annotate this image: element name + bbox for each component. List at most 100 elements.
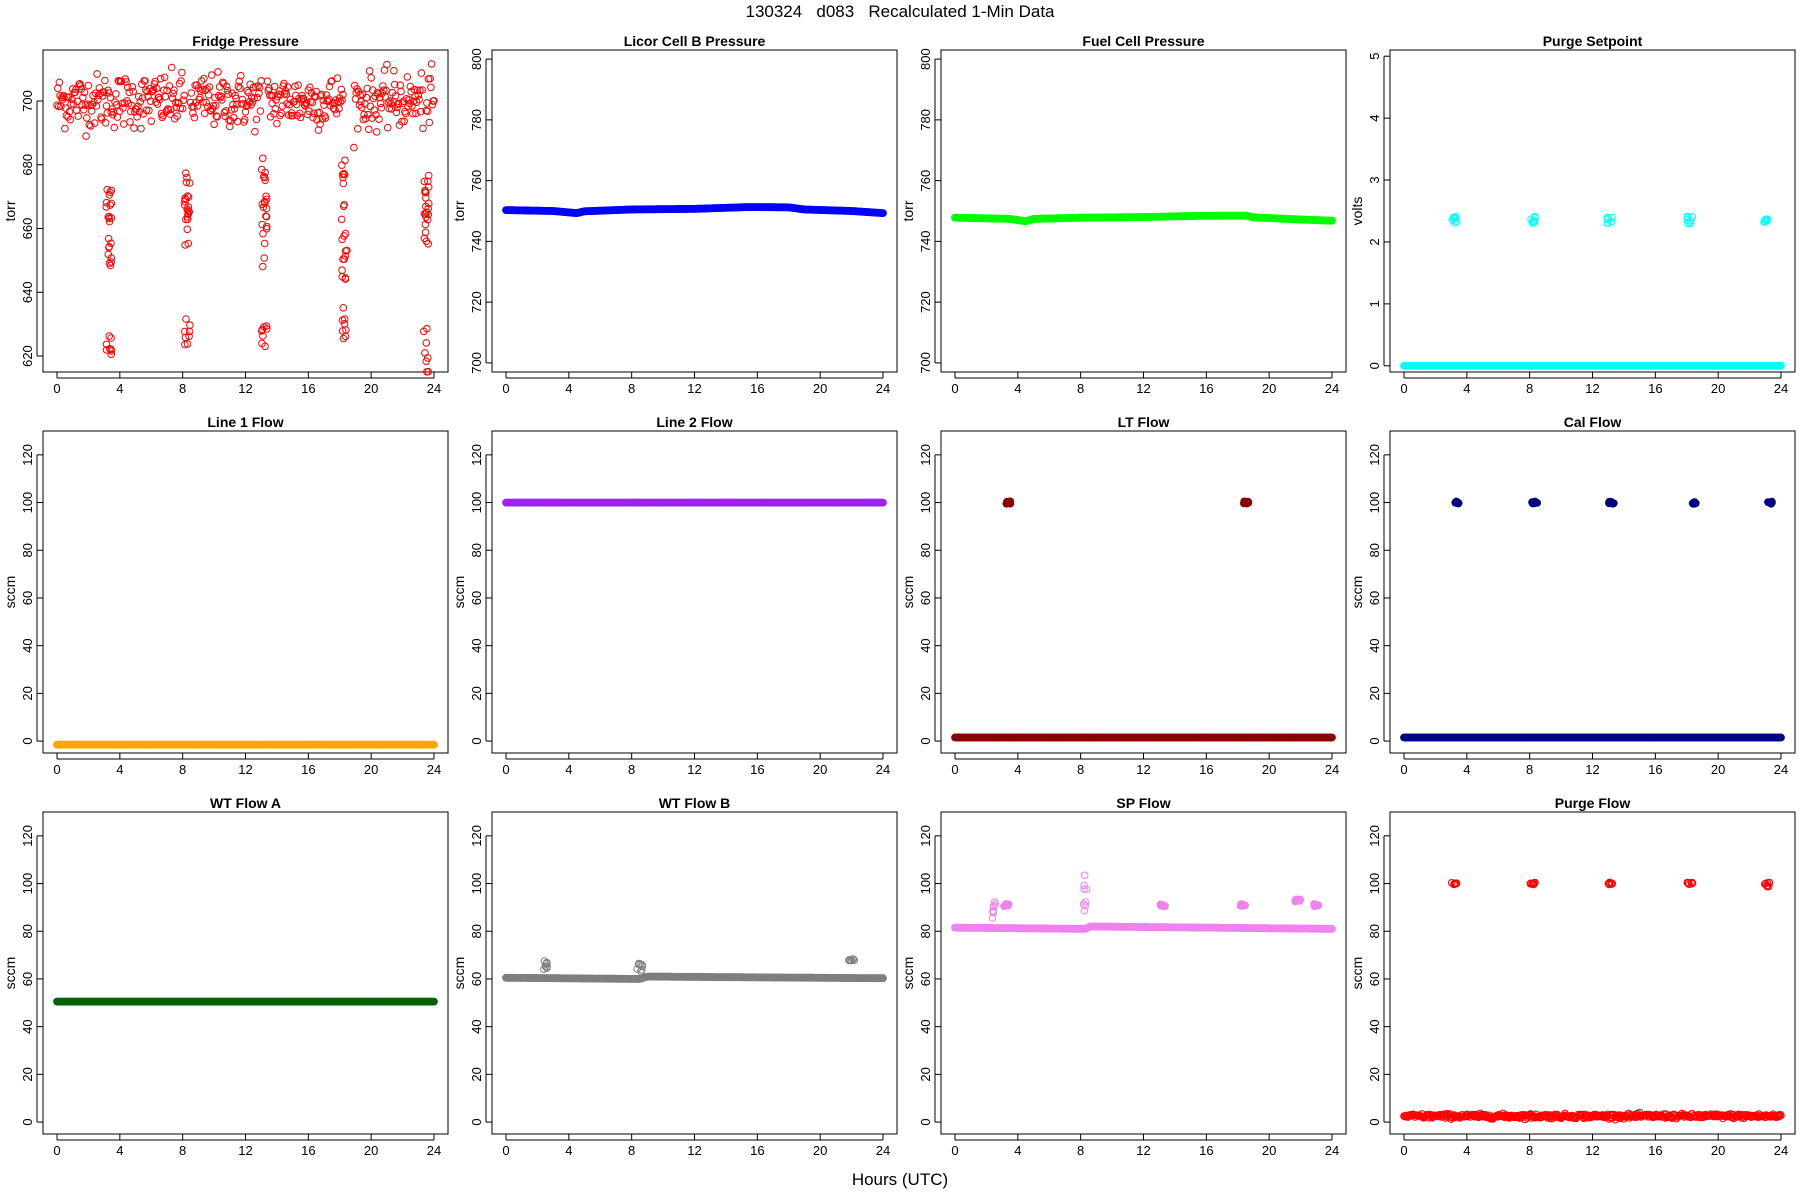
data-point xyxy=(273,119,281,128)
x-tick-label: 24 xyxy=(427,762,441,777)
data-points xyxy=(951,497,1336,742)
data-point xyxy=(214,68,222,76)
y-tick-label: 40 xyxy=(20,638,35,652)
data-point xyxy=(57,102,65,111)
data-points xyxy=(502,203,887,218)
data-point xyxy=(93,70,101,78)
data-point xyxy=(90,98,98,107)
data-point xyxy=(180,201,189,209)
data-point xyxy=(117,77,126,86)
data-point xyxy=(308,98,317,107)
data-point xyxy=(376,99,385,108)
data-point xyxy=(200,109,209,118)
data-point xyxy=(85,121,93,129)
y-tick-label: 800 xyxy=(918,48,933,70)
data-point xyxy=(424,183,433,191)
x-tick-label: 4 xyxy=(565,762,572,777)
data-point xyxy=(340,170,349,179)
data-point xyxy=(259,172,268,181)
data-point xyxy=(176,104,185,113)
y-tick-label: 80 xyxy=(20,543,35,557)
data-point xyxy=(421,228,430,237)
data-point xyxy=(182,169,190,177)
data-point xyxy=(189,103,198,111)
data-point xyxy=(341,332,350,341)
data-point xyxy=(362,93,371,102)
data-point xyxy=(157,109,166,118)
data-point xyxy=(1608,213,1616,222)
data-point xyxy=(177,77,185,85)
x-tick-label: 16 xyxy=(750,1143,764,1158)
data-point xyxy=(262,195,271,204)
data-point xyxy=(102,198,111,207)
data-point xyxy=(136,98,145,106)
data-point xyxy=(137,124,145,133)
x-tick-label: 20 xyxy=(1711,762,1725,777)
data-point xyxy=(105,89,113,97)
y-tick-label: 80 xyxy=(20,924,35,938)
data-point xyxy=(420,210,429,218)
data-point xyxy=(105,217,114,226)
data-point xyxy=(1453,498,1462,507)
y-tick-label: 740 xyxy=(469,231,484,253)
x-tick-label: 24 xyxy=(1774,762,1788,777)
x-tick-label: 8 xyxy=(179,762,186,777)
panel-title: LT Flow xyxy=(1118,414,1170,430)
data-point xyxy=(262,224,271,233)
data-point xyxy=(210,120,218,129)
y-tick-label: 40 xyxy=(469,638,484,652)
data-point xyxy=(1328,733,1336,742)
data-point xyxy=(105,332,113,340)
data-point xyxy=(1004,497,1013,506)
data-point xyxy=(167,63,176,72)
data-point xyxy=(255,83,264,92)
y-tick-label: 620 xyxy=(20,345,35,367)
y-tick-label: 1 xyxy=(1367,300,1382,307)
data-point xyxy=(128,83,137,91)
data-point xyxy=(107,258,116,266)
data-point xyxy=(405,96,413,104)
data-point xyxy=(258,220,267,229)
data-point xyxy=(79,93,87,102)
data-point xyxy=(190,113,199,122)
data-point xyxy=(422,208,431,217)
y-tick-label: 40 xyxy=(469,1019,484,1033)
x-tick-label: 16 xyxy=(1199,381,1213,396)
data-point xyxy=(138,94,147,102)
data-points xyxy=(53,997,438,1006)
data-point xyxy=(430,740,438,749)
x-tick-label: 12 xyxy=(1136,762,1150,777)
data-point xyxy=(178,104,187,113)
data-point xyxy=(261,342,269,351)
data-point xyxy=(233,117,242,126)
data-point xyxy=(218,78,227,87)
data-point xyxy=(184,239,193,248)
data-point xyxy=(184,203,193,211)
x-tick-label: 24 xyxy=(1325,1143,1339,1158)
x-tick-label: 20 xyxy=(813,381,827,396)
data-point xyxy=(343,246,351,255)
x-tick-label: 4 xyxy=(116,381,123,396)
data-point xyxy=(339,90,347,99)
data-point xyxy=(258,200,267,208)
y-tick-label: 60 xyxy=(918,591,933,605)
data-point xyxy=(305,107,313,115)
x-tick-label: 8 xyxy=(179,381,186,396)
y-tick-label: 120 xyxy=(469,825,484,847)
data-point xyxy=(337,215,346,224)
data-point xyxy=(375,115,383,123)
data-point xyxy=(414,91,423,99)
x-tick-label: 24 xyxy=(876,762,890,777)
data-point xyxy=(141,77,149,85)
y-tick-label: 0 xyxy=(20,1118,35,1125)
data-point xyxy=(240,115,249,124)
data-point xyxy=(332,109,341,118)
data-point xyxy=(65,107,74,116)
data-point xyxy=(424,367,433,376)
plot-frame xyxy=(491,811,898,1135)
data-point xyxy=(61,124,69,133)
data-point xyxy=(320,101,328,109)
